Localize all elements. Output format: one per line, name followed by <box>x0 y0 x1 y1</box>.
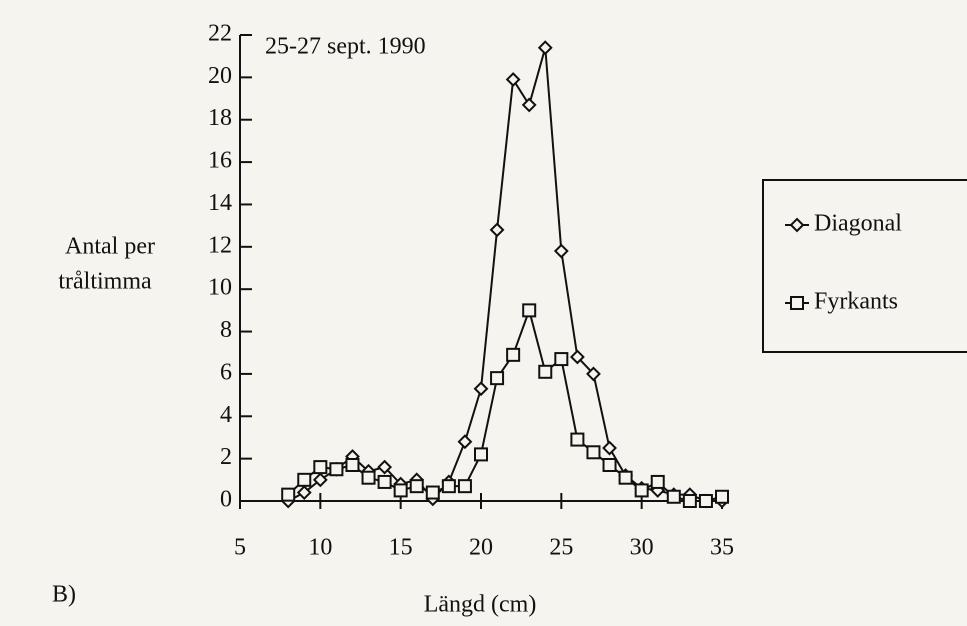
y-tick-label: 2 <box>220 444 232 470</box>
diamond-marker <box>537 40 553 56</box>
square-marker <box>554 352 569 367</box>
square-marker <box>715 489 729 504</box>
legend-label: Fyrkants <box>814 289 898 315</box>
series-line <box>287 306 723 502</box>
y-tick-label: 14 <box>208 190 232 216</box>
square-marker <box>570 432 585 447</box>
y-tick-label: 10 <box>208 275 232 301</box>
series-line <box>287 47 722 502</box>
diamond-marker <box>521 97 537 113</box>
diamond-marker <box>586 366 601 382</box>
square-marker <box>281 487 296 502</box>
x-axis-label: Längd (cm) <box>424 592 537 618</box>
diamond-marker <box>569 349 585 365</box>
annotation: 25-27 sept. 1990 <box>265 34 426 60</box>
y-axis-label: tråltimma <box>58 269 152 295</box>
square-marker <box>393 483 408 498</box>
square-marker <box>522 303 537 318</box>
legend-box <box>762 179 967 353</box>
square-marker <box>474 447 488 462</box>
x-tick-label: 5 <box>234 535 246 561</box>
x-tick-label: 10 <box>308 535 332 561</box>
x-tick-label: 25 <box>549 535 573 561</box>
panel-label: B) <box>52 582 76 608</box>
x-tick-label: 35 <box>710 535 734 561</box>
square-marker <box>506 347 521 362</box>
y-tick-label: 8 <box>220 317 232 343</box>
legend-label: Diagonal <box>814 211 902 237</box>
square-marker <box>361 470 376 485</box>
square-marker <box>313 460 328 475</box>
y-tick-label: 18 <box>208 105 232 131</box>
square-marker <box>602 457 617 472</box>
square-marker <box>538 364 553 379</box>
legend-marker <box>790 296 804 310</box>
square-marker <box>650 474 665 489</box>
square-marker <box>425 485 440 500</box>
y-tick-label: 4 <box>220 402 232 428</box>
square-marker <box>634 483 649 498</box>
diamond-marker <box>473 381 489 397</box>
diamond-marker <box>457 434 473 450</box>
square-marker <box>345 457 360 472</box>
diamond-marker <box>505 72 521 87</box>
square-marker <box>457 479 472 494</box>
square-marker <box>618 470 633 485</box>
y-tick-label: 6 <box>220 359 232 385</box>
square-marker <box>682 494 697 508</box>
diamond-marker <box>312 472 328 488</box>
diamond-marker <box>296 485 312 500</box>
square-marker <box>441 479 456 494</box>
square-marker <box>329 462 344 477</box>
diamond-marker <box>553 243 569 259</box>
square-marker <box>586 445 601 460</box>
x-tick-label: 30 <box>630 535 654 561</box>
y-tick-label: 22 <box>208 21 232 47</box>
y-tick-label: 0 <box>220 487 232 513</box>
square-marker <box>698 494 713 508</box>
square-marker <box>377 474 392 489</box>
square-marker <box>409 479 424 494</box>
square-marker <box>490 371 505 386</box>
legend-marker <box>789 217 805 233</box>
y-tick-label: 16 <box>208 148 232 174</box>
square-marker <box>666 489 681 504</box>
diamond-marker <box>602 440 617 456</box>
y-tick-label: 12 <box>208 232 232 258</box>
diamond-marker <box>377 459 393 475</box>
y-axis-label: Antal per <box>65 234 155 260</box>
x-tick-label: 15 <box>389 535 413 561</box>
square-marker <box>297 472 312 487</box>
diamond-marker <box>489 222 505 238</box>
x-tick-label: 20 <box>469 535 493 561</box>
y-tick-label: 20 <box>208 63 232 89</box>
